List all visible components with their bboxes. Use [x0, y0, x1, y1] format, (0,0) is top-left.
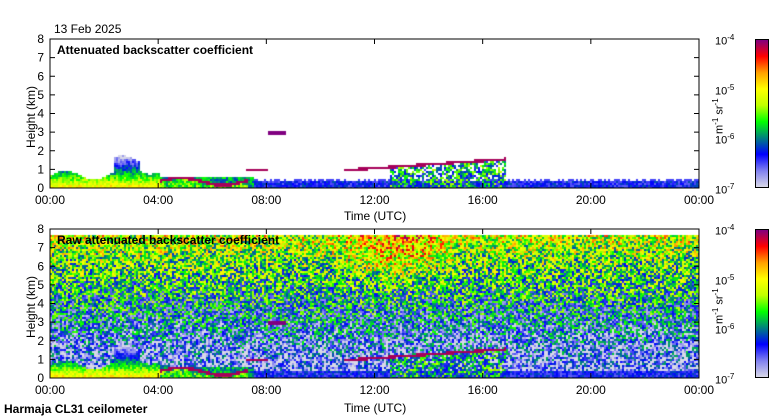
y-tick-label: 2 [37, 334, 44, 348]
y-tick-label: 3 [37, 125, 44, 139]
colorbar-tick-label: 10-4 [715, 33, 735, 48]
y-tick-label: 8 [37, 32, 44, 46]
y-tick-label: 4 [37, 107, 44, 121]
colorbar [755, 229, 769, 378]
y-tick-label: 8 [37, 222, 44, 236]
x-tick-label: 00:00 [35, 383, 65, 397]
y-tick-label: 4 [37, 297, 44, 311]
panel-title: Raw attenuated backscatter coefficient [57, 233, 280, 247]
x-tick-label: 08:00 [251, 383, 281, 397]
y-axis-label: Height (km) [24, 275, 38, 338]
plot-frame [49, 38, 700, 189]
axes: 0 1 2 3 4 5 6 7 8 00:00 04:00 08:00 12:00 16:00 20:00 0… [35, 222, 714, 397]
plot-frame [49, 228, 700, 379]
x-tick-label: 08:00 [251, 193, 281, 207]
x-tick-label: 00:00 [684, 193, 714, 207]
y-tick-label: 7 [37, 241, 44, 255]
colorbar-tick-label: 10-4 [715, 223, 735, 238]
date-label: 13 Feb 2025 [54, 22, 122, 36]
colorbar-unit: m-1 sr-1 [711, 98, 726, 134]
y-tick-label: 1 [37, 352, 44, 366]
heatmap-canvas [50, 229, 699, 378]
x-tick-label: 20:00 [576, 383, 606, 397]
x-axis-label: Time (UTC) [344, 401, 407, 415]
x-tick-label: 12:00 [359, 193, 389, 207]
raw-backscatter-panel: 0 1 2 3 4 5 6 7 8 00:00 04:00 08:00 12:00 16:00 20:00 0… [35, 222, 714, 397]
y-tick-label: 2 [37, 144, 44, 158]
x-tick-label: 00:00 [684, 383, 714, 397]
colorbar-tick-label: 10-7 [715, 182, 735, 197]
y-tick-label: 5 [37, 88, 44, 102]
colorbar-tick-label: 10-7 [715, 372, 735, 387]
y-tick-label: 7 [37, 51, 44, 65]
y-tick-label: 0 [37, 371, 44, 385]
colorbar-tick-label: 10-5 [715, 82, 735, 98]
panel-title: Attenuated backscatter coefficient [57, 43, 254, 57]
colorbar-tick-label: 10-6 [715, 132, 735, 148]
y-tick-label: 3 [37, 315, 44, 329]
colorbar-unit: m-1 sr-1 [711, 288, 726, 324]
x-axis-label: Time (UTC) [344, 209, 407, 223]
x-tick-label: 16:00 [468, 193, 498, 207]
y-tick-label: 1 [37, 162, 44, 176]
heatmap-canvas [50, 39, 699, 188]
x-tick-label: 20:00 [576, 193, 606, 207]
y-tick-label: 6 [37, 69, 44, 83]
x-tick-label: 04:00 [143, 383, 173, 397]
x-tick-label: 12:00 [359, 383, 389, 397]
colorbar-tick-label: 10-6 [715, 322, 735, 338]
attenuated-backscatter-panel: 0 1 2 3 4 5 6 7 8 00:00 04:00 08:00 12:00 16:00 20:00 0… [35, 32, 714, 207]
instrument-label: Harmaja CL31 ceilometer [4, 402, 148, 416]
y-tick-label: 0 [37, 181, 44, 195]
y-tick-label: 5 [37, 278, 44, 292]
colorbar-tick-label: 10-5 [715, 272, 735, 288]
y-tick-label: 6 [37, 259, 44, 273]
x-tick-label: 04:00 [143, 193, 173, 207]
axes: 0 1 2 3 4 5 6 7 8 00:00 04:00 08:00 12:00 16:00 20:00 0… [35, 32, 714, 207]
colorbar [755, 39, 769, 188]
x-tick-label: 00:00 [35, 193, 65, 207]
y-axis-label: Height (km) [24, 85, 38, 148]
x-tick-label: 16:00 [468, 383, 498, 397]
